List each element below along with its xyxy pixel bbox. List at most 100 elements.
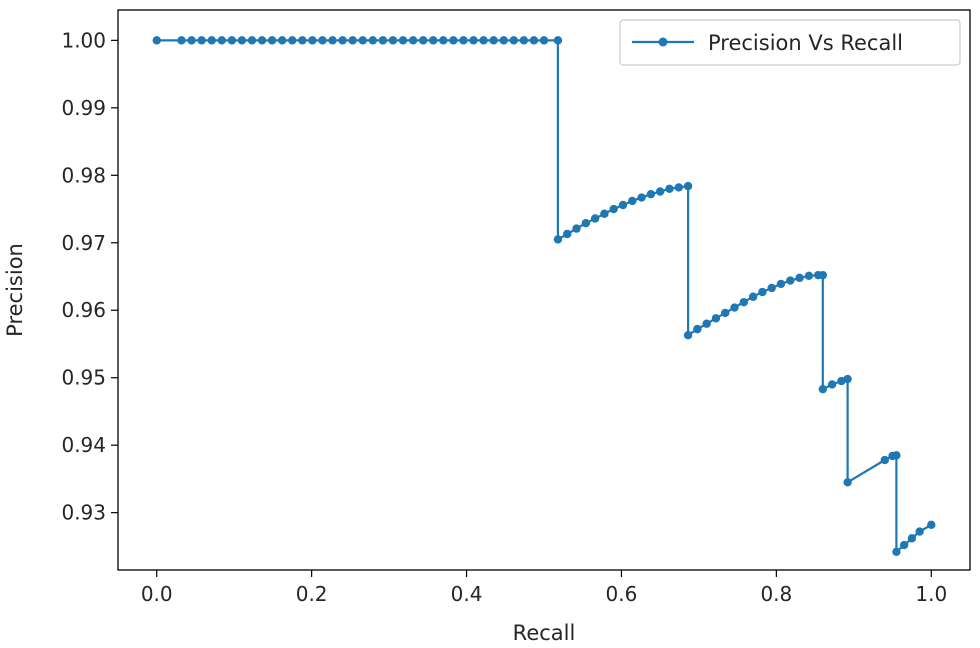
data-point	[308, 36, 317, 45]
plot-area	[117, 9, 971, 571]
data-point	[539, 36, 549, 45]
legend-marker-swatch	[658, 37, 668, 47]
data-point	[730, 303, 739, 312]
y-tick-label: 1.00	[61, 28, 106, 52]
data-point	[776, 279, 786, 289]
data-point	[388, 36, 398, 45]
data-point	[618, 200, 628, 210]
x-tick-label: 0.6	[606, 582, 638, 606]
data-point	[378, 36, 388, 45]
data-point	[237, 36, 247, 45]
series-layer	[152, 36, 936, 556]
data-point	[637, 193, 646, 202]
data-point	[298, 36, 307, 45]
x-tick-label: 0.8	[760, 582, 792, 606]
y-tick-label: 0.98	[61, 163, 106, 187]
data-point	[693, 324, 702, 334]
data-point	[227, 36, 237, 45]
data-point	[892, 451, 901, 460]
data-point	[590, 214, 600, 223]
data-point	[408, 36, 418, 45]
data-point	[267, 36, 277, 45]
data-point	[843, 478, 852, 487]
data-point	[348, 36, 357, 45]
data-point	[288, 36, 297, 45]
data-point	[187, 36, 196, 45]
x-axis-label: Recall	[513, 621, 576, 645]
data-point	[247, 36, 257, 45]
data-point	[338, 36, 347, 45]
data-point	[748, 292, 758, 301]
data-point	[665, 184, 674, 193]
data-point	[892, 547, 901, 556]
data-point	[646, 189, 656, 199]
legend-box	[619, 19, 961, 66]
data-point	[197, 36, 206, 45]
data-point	[721, 308, 730, 318]
data-point	[683, 331, 693, 340]
legend-label: Precision Vs Recall	[708, 31, 903, 55]
y-tick-label: 0.99	[61, 96, 106, 120]
data-point	[398, 36, 408, 45]
data-point	[702, 319, 711, 328]
x-axis: 0.0 0.2 0.4 0.6 0.8 1.0	[141, 570, 947, 606]
data-point	[739, 297, 749, 307]
data-point	[899, 540, 909, 550]
data-point	[758, 287, 767, 297]
data-point	[368, 36, 378, 45]
data-point	[418, 36, 428, 45]
y-tick-label: 0.94	[61, 433, 106, 457]
data-point	[257, 36, 267, 45]
data-point	[553, 36, 563, 45]
x-tick-label: 0.4	[451, 582, 483, 606]
data-point	[529, 36, 539, 45]
data-point	[479, 36, 488, 45]
data-point	[795, 273, 804, 283]
data-point	[449, 36, 458, 45]
data-point	[683, 181, 693, 191]
y-tick-label: 0.96	[61, 298, 106, 322]
data-point	[674, 183, 683, 192]
y-axis: 0.93 0.94 0.95 0.96 0.97 0.98 0.99 1.00	[61, 28, 118, 525]
data-point	[278, 36, 287, 45]
y-axis-label: Precision	[3, 243, 27, 337]
data-point	[581, 219, 591, 228]
data-point	[152, 36, 161, 45]
x-tick-label: 0.2	[296, 582, 328, 606]
data-point	[469, 36, 478, 45]
data-point	[553, 235, 563, 244]
data-point	[328, 36, 337, 45]
data-point	[509, 36, 518, 45]
data-point	[628, 196, 637, 206]
data-point	[217, 36, 226, 45]
data-point	[177, 36, 186, 45]
data-point	[318, 36, 327, 45]
data-point	[927, 520, 936, 529]
data-point	[207, 36, 216, 45]
data-point	[880, 455, 889, 465]
data-point	[711, 314, 721, 323]
data-point	[563, 229, 572, 239]
data-point	[600, 209, 609, 218]
data-point	[804, 271, 814, 281]
data-point	[767, 283, 776, 293]
data-point	[439, 36, 448, 45]
data-point	[827, 380, 837, 389]
x-tick-label: 0.0	[141, 582, 173, 606]
data-point	[843, 374, 852, 384]
data-point	[915, 527, 924, 536]
y-tick-label: 0.95	[61, 366, 106, 390]
y-tick-label: 0.97	[61, 231, 106, 255]
data-point	[609, 204, 618, 214]
data-point	[499, 36, 508, 45]
x-tick-label: 1.0	[915, 582, 947, 606]
data-point	[489, 36, 498, 45]
data-point	[786, 276, 795, 285]
data-point	[655, 187, 665, 196]
legend: Precision Vs Recall	[619, 19, 961, 66]
data-point	[358, 36, 367, 45]
data-point	[572, 224, 581, 233]
data-point	[429, 36, 438, 45]
data-point	[459, 36, 468, 45]
